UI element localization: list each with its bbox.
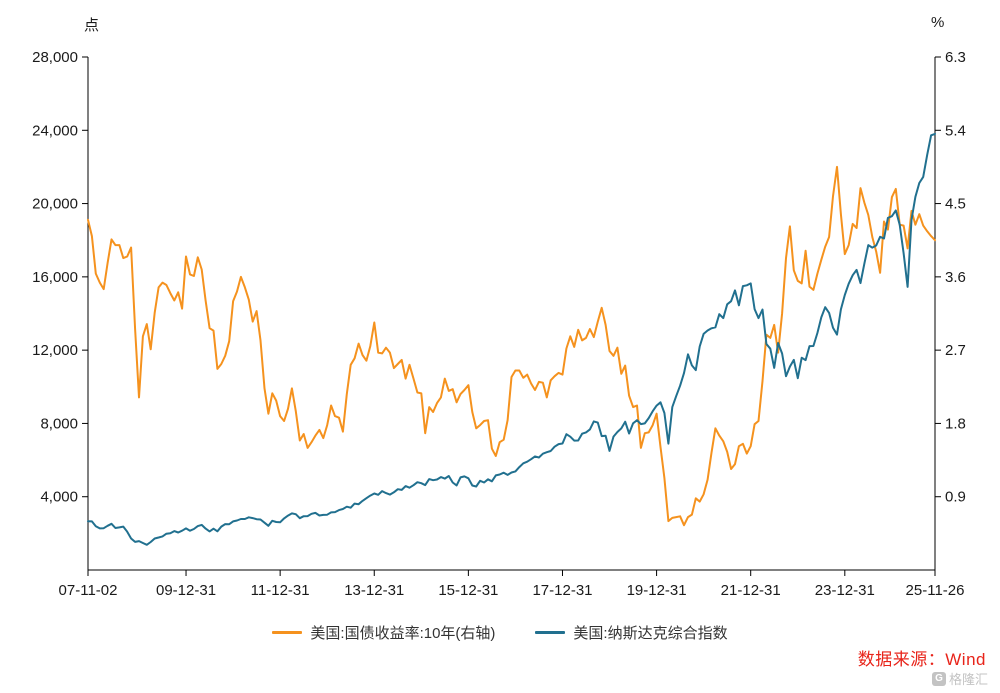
svg-text:11-12-31: 11-12-31	[251, 582, 310, 599]
svg-text:23-12-31: 23-12-31	[815, 582, 875, 599]
nasdaq-line-swatch	[535, 631, 566, 634]
svg-text:21-12-31: 21-12-31	[721, 582, 781, 599]
treasury-yield-line-swatch	[272, 631, 303, 634]
left-axis-unit: 点	[84, 17, 100, 34]
svg-text:15-12-31: 15-12-31	[438, 582, 498, 599]
svg-text:20,000: 20,000	[32, 196, 78, 213]
gelonghui-logo-icon: G	[931, 671, 946, 686]
svg-text:4.5: 4.5	[945, 196, 966, 213]
right-axis-unit: %	[931, 14, 945, 31]
legend-label-nasdaq: 美国:纳斯达克综合指数	[573, 625, 728, 642]
legend-label-treasury-yield: 美国:国债收益率:10年(右轴)	[310, 625, 496, 642]
svg-text:19-12-31: 19-12-31	[627, 582, 687, 599]
svg-text:28,000: 28,000	[32, 49, 78, 66]
svg-text:5.4: 5.4	[945, 122, 966, 139]
svg-text:24,000: 24,000	[32, 122, 78, 139]
svg-text:16,000: 16,000	[32, 269, 78, 286]
svg-text:07-11-02: 07-11-02	[59, 582, 118, 599]
gelonghui-watermark: G 格隆汇	[931, 669, 988, 688]
svg-text:1.8: 1.8	[945, 415, 966, 432]
svg-text:6.3: 6.3	[945, 49, 966, 66]
svg-text:2.7: 2.7	[945, 342, 966, 359]
svg-text:8,000: 8,000	[40, 415, 78, 432]
legend-item-treasury-yield: 美国:国债收益率:10年(右轴)	[272, 622, 495, 643]
svg-text:17-12-31: 17-12-31	[532, 582, 592, 599]
watermark-text: 格隆汇	[948, 672, 988, 687]
svg-text:4,000: 4,000	[40, 489, 78, 506]
svg-text:3.6: 3.6	[945, 269, 966, 286]
svg-text:0.9: 0.9	[945, 489, 966, 506]
legend: 美国:国债收益率:10年(右轴) 美国:纳斯达克综合指数	[0, 622, 1000, 643]
svg-text:09-12-31: 09-12-31	[156, 582, 216, 599]
svg-text:13-12-31: 13-12-31	[344, 582, 404, 599]
svg-text:12,000: 12,000	[32, 342, 78, 359]
data-source: 数据来源：Wind	[857, 650, 986, 669]
svg-text:25-11-26: 25-11-26	[906, 582, 965, 599]
legend-item-nasdaq: 美国:纳斯达克综合指数	[535, 622, 728, 643]
